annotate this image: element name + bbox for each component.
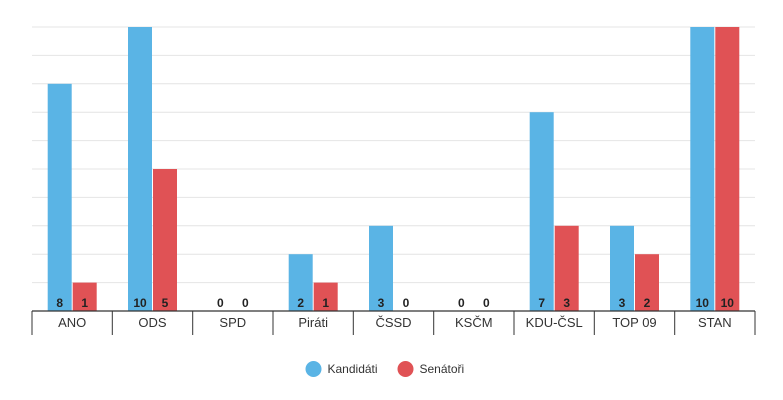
category-label: ODS <box>138 315 167 330</box>
data-label: 5 <box>162 296 169 310</box>
data-label: 10 <box>721 296 735 310</box>
gridlines <box>32 26 755 312</box>
bar <box>128 27 152 311</box>
bar <box>635 254 659 311</box>
category-label: KDU-ČSL <box>526 315 583 330</box>
data-label: 10 <box>133 296 147 310</box>
category-label: TOP 09 <box>612 315 656 330</box>
category-label: Piráti <box>298 315 328 330</box>
legend: Kandidáti Senátoři <box>305 361 465 377</box>
data-label: 2 <box>297 296 304 310</box>
data-label: 2 <box>644 296 651 310</box>
legend-marker <box>305 361 322 377</box>
data-label: 10 <box>696 296 710 310</box>
bar <box>47 83 72 311</box>
category-label: STAN <box>698 315 732 330</box>
bar <box>369 225 393 311</box>
data-label: 1 <box>81 296 88 310</box>
legend-marker <box>397 361 414 377</box>
bars: 8 1 10 5 0 0 2 1 3 0 0 0 7 3 3 2 10 10 <box>47 27 740 311</box>
data-label: 3 <box>378 296 385 310</box>
legend-label: Senátoři <box>420 362 465 376</box>
data-label: 0 <box>483 296 490 310</box>
data-label: 3 <box>563 296 570 310</box>
legend-item: Senátoři <box>397 361 465 377</box>
data-label: 0 <box>217 296 224 310</box>
bar <box>610 225 634 311</box>
category-label: KSČM <box>455 315 493 330</box>
bar <box>715 27 740 311</box>
data-label: 3 <box>619 296 626 310</box>
legend-item: Kandidáti <box>305 361 378 377</box>
data-label: 0 <box>458 296 465 310</box>
bar <box>153 169 177 311</box>
data-label: 1 <box>322 296 329 310</box>
bar <box>554 225 579 311</box>
bar <box>72 282 97 311</box>
data-label: 0 <box>403 296 410 310</box>
data-label: 0 <box>242 296 249 310</box>
bar <box>690 27 715 311</box>
data-label: 7 <box>538 296 545 310</box>
category-label: SPD <box>219 315 246 330</box>
category-label: ČSSD <box>375 315 411 330</box>
bar <box>313 282 338 311</box>
bar <box>288 254 313 311</box>
data-label: 8 <box>56 296 63 310</box>
category-label: ANO <box>58 315 86 330</box>
bar <box>529 112 554 311</box>
legend-label: Kandidáti <box>328 362 378 376</box>
x-axis: ANO ODS SPD Piráti ČSSD KSČM KDU-ČSL TOP 09 STAN <box>31 310 756 335</box>
